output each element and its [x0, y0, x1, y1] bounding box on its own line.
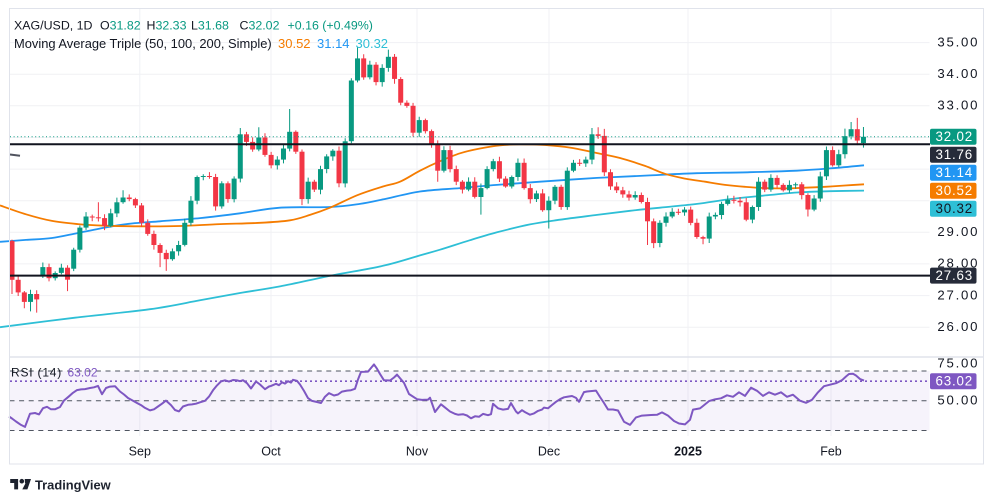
svg-text:31.76: 31.76 — [936, 147, 974, 162]
svg-text:75.00: 75.00 — [937, 355, 979, 370]
svg-text:31.14: 31.14 — [317, 36, 350, 51]
svg-text:50.00: 50.00 — [937, 393, 979, 408]
svg-text:Dec: Dec — [538, 445, 560, 459]
svg-text:30.52: 30.52 — [936, 183, 974, 198]
svg-text:35.00: 35.00 — [937, 34, 979, 49]
svg-text:RSI (14): RSI (14) — [11, 366, 62, 380]
svg-text:28.00: 28.00 — [937, 256, 979, 271]
svg-text:Moving Average Triple (50, 100: Moving Average Triple (50, 100, 200, Sim… — [14, 36, 272, 51]
svg-text:32.02: 32.02 — [936, 129, 974, 144]
svg-text:31.14: 31.14 — [936, 165, 974, 180]
svg-text:27.00: 27.00 — [937, 287, 979, 302]
svg-text:30.32: 30.32 — [356, 36, 389, 51]
svg-text:63.02: 63.02 — [936, 374, 974, 389]
svg-text:Feb: Feb — [820, 445, 842, 459]
svg-text:C32.02: C32.02 — [240, 19, 280, 33]
svg-text:33.00: 33.00 — [937, 98, 979, 113]
svg-text:2025: 2025 — [674, 445, 702, 459]
svg-text:H32.33: H32.33 — [147, 19, 187, 33]
svg-text:34.00: 34.00 — [937, 66, 979, 81]
svg-text:O31.82: O31.82 — [100, 19, 141, 33]
svg-text:Sep: Sep — [129, 445, 151, 459]
svg-text:27.63: 27.63 — [936, 268, 974, 283]
svg-text:63.02: 63.02 — [68, 366, 98, 380]
svg-text:29.00: 29.00 — [937, 224, 979, 239]
svg-text:30.52: 30.52 — [278, 36, 311, 51]
svg-text:26.00: 26.00 — [937, 319, 979, 334]
svg-text:+0.16 (+0.49%): +0.16 (+0.49%) — [288, 19, 373, 33]
svg-text:XAG/USD, 1D: XAG/USD, 1D — [14, 19, 93, 33]
svg-text:TradingView: TradingView — [35, 478, 112, 493]
svg-text:Nov: Nov — [406, 445, 429, 459]
svg-text:Oct: Oct — [261, 445, 281, 459]
svg-text:L31.68: L31.68 — [191, 19, 229, 33]
svg-text:30.32: 30.32 — [936, 201, 974, 216]
